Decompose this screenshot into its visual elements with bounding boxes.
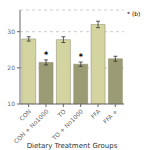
svg-text:FFA +: FFA +: [102, 108, 119, 125]
svg-text:CON: CON: [18, 108, 32, 122]
svg-text:CON + No1000: CON + No1000: [12, 107, 49, 144]
svg-text:*: *: [79, 53, 84, 62]
svg-text:10: 10: [8, 100, 15, 107]
svg-text:TO: TO: [55, 107, 67, 119]
svg-text:FFA: FFA: [89, 107, 102, 120]
html-text:* (b): * (b): [127, 10, 141, 17]
svg-text:20: 20: [8, 64, 15, 71]
svg-text:Dietary Treatment Groups: Dietary Treatment Groups: [27, 142, 118, 150]
svg-text:TO + No1000: TO + No1000: [50, 107, 85, 142]
svg-text:*: *: [44, 51, 49, 60]
svg-text:30: 30: [8, 28, 15, 35]
